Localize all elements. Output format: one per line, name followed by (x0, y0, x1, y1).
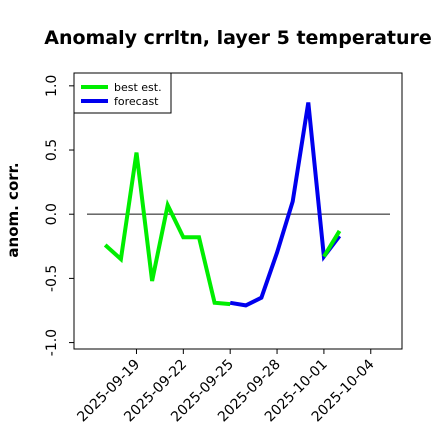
legend-entry: best est. (114, 81, 162, 94)
y-tick-label: 0.0 (44, 203, 60, 225)
y-axis-label: anom. corr. (4, 162, 22, 257)
series-line (322, 229, 342, 258)
plot-frame (73, 72, 403, 350)
series-line (229, 102, 342, 308)
legend-box (73, 72, 172, 114)
y-tick-label: -1.0 (44, 329, 60, 356)
plot-layer: 1.00.50.0-0.5-1.02025-09-192025-09-22202… (44, 72, 403, 425)
legend-entry: forecast (114, 95, 159, 108)
chart-title: Anomaly crrltn, layer 5 temperature (44, 27, 432, 49)
y-tick-label: 0.5 (44, 139, 60, 161)
y-tick-label: -0.5 (44, 265, 60, 292)
y-tick-label: 1.0 (44, 75, 60, 97)
series-line (103, 152, 231, 307)
